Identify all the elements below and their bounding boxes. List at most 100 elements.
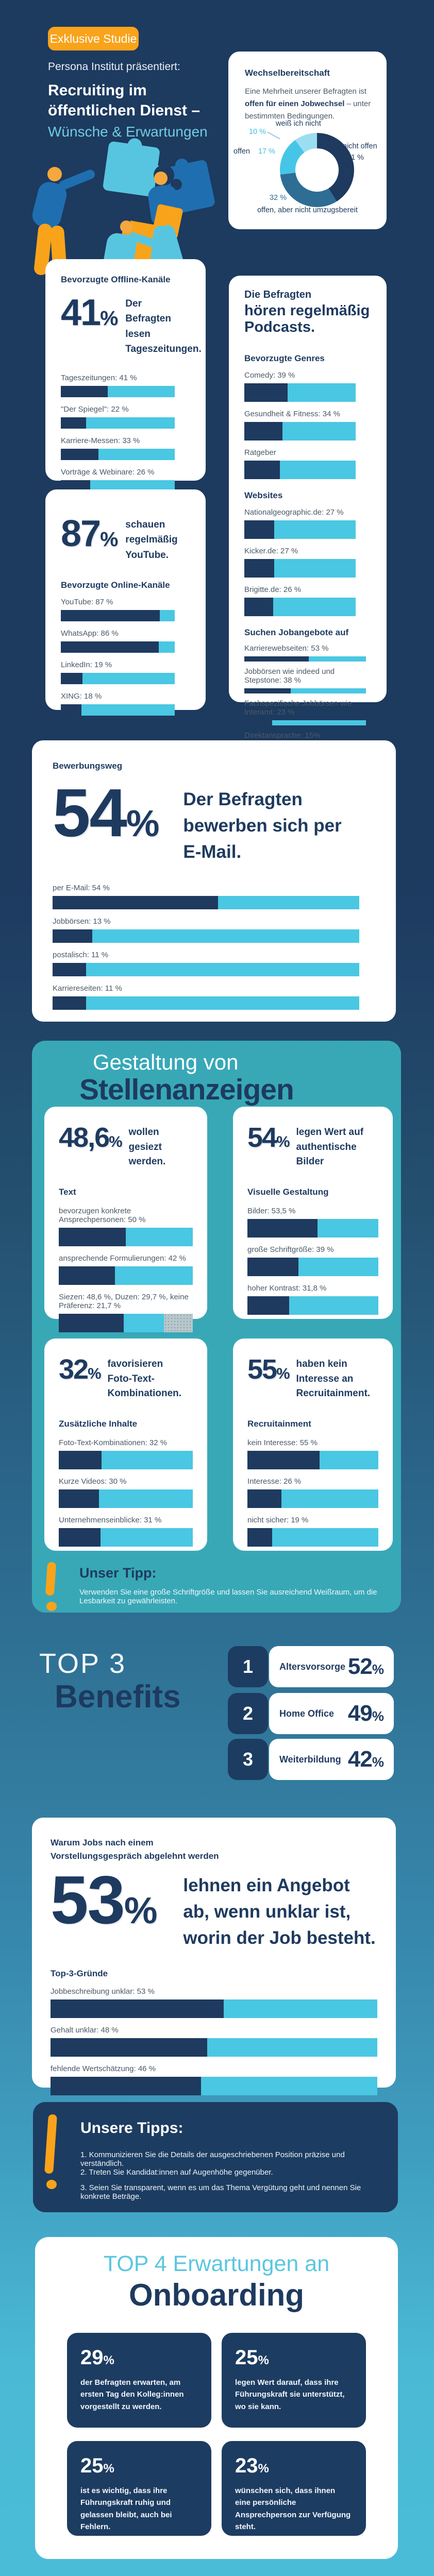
donut-value: 17 %: [258, 147, 276, 156]
bar-segment: [244, 656, 309, 662]
text-bars: bevorzugen konkrete Ansprechpersonen: 50…: [59, 1207, 193, 1332]
bar: [61, 480, 175, 492]
donut-value: 10 %: [249, 128, 266, 136]
section-title-line2: Stellenanzeigen: [79, 1073, 294, 1106]
text-card: 48,6% wollen gesiezt werden. Text bevorz…: [44, 1107, 207, 1332]
benefit-rank: 2: [228, 1693, 268, 1734]
stat-text: favorisieren Foto-Text-Kombinationen.: [107, 1359, 182, 1399]
bar-segment: [53, 896, 219, 910]
bar-row: Fachspezifische Jobbörsen wie Interamt: …: [244, 699, 366, 725]
bar-segment: [273, 597, 356, 616]
bar-row: Karrierewebseiten: 53 %: [244, 644, 366, 662]
tile-text: wünschen sich, dass ihnen eine persönlic…: [235, 2486, 351, 2531]
bar: [53, 963, 359, 977]
section-heading: Visuelle Gestaltung: [247, 1187, 329, 1197]
benefit-value: 49%: [347, 1701, 384, 1726]
bar-segment: [51, 1999, 224, 2019]
stat-value: 55%: [247, 1354, 290, 1385]
bar-segment: [61, 448, 98, 460]
website-bars: Nationalgeographic.de: 27 % Kicker.de: 27…: [244, 508, 356, 616]
bar-row: nicht sicher: 19 %: [247, 1516, 378, 1547]
bar-segment: [290, 688, 366, 693]
bar: [244, 421, 356, 440]
exclamation-icon: [44, 2114, 60, 2197]
bar: [59, 1528, 193, 1547]
bar-segment: [100, 1528, 193, 1547]
bar-segment: [61, 641, 159, 653]
bar-label: Gehalt unklar: 48 %: [51, 2026, 119, 2035]
bar-segment: [86, 417, 175, 429]
bar: [244, 720, 366, 725]
bar-row: "Der Spiegel": 22 %: [61, 405, 175, 429]
bar: [51, 1999, 377, 2019]
bar-row: YouTube: 87 %: [61, 598, 175, 622]
bar-label: bevorzugen konkrete Ansprechpersonen: 50…: [59, 1206, 146, 1224]
bar-segment: [61, 480, 91, 492]
bar-segment: [274, 558, 356, 578]
bar-segment: [288, 383, 356, 402]
bar: [53, 929, 359, 943]
benefits-title-line1: TOP 3: [39, 1648, 127, 1679]
body-text: Eine Mehrheit unserer Befragten ist: [245, 87, 366, 96]
bar-segment: [81, 704, 175, 716]
bar-segment: [244, 720, 273, 725]
bar-segment: [86, 963, 359, 977]
bar-segment: [107, 385, 175, 397]
bar-segment: [274, 520, 356, 539]
donut-label: weiß ich nicht: [276, 120, 321, 128]
bar-label: Karriereseiten: 11 %: [53, 984, 122, 993]
bar-segment: [59, 1313, 124, 1332]
bar-segment: [61, 673, 82, 685]
tip-item: 1. Kommunizieren Sie die Details der aus…: [80, 2150, 345, 2168]
bar-segment: [82, 673, 175, 685]
bar-segment: [280, 460, 356, 479]
bar-segment: [247, 1450, 320, 1469]
bar-row: Gesundheit & Fitness: 34 %: [244, 410, 356, 440]
benefit-card: Weiterbildung 42%: [269, 1739, 394, 1780]
card-title-line: Podcasts.: [244, 318, 315, 335]
bar-label: Kicker.de: 27 %: [244, 546, 298, 555]
bar-segment: [124, 1313, 164, 1332]
card-body: Eine Mehrheit unserer Befragten ist offe…: [245, 86, 374, 123]
bar-label: Bilder: 53,5 %: [247, 1206, 296, 1215]
bar: [61, 448, 175, 460]
tip-item: 2. Treten Sie Kandidat:innen auf Augenhö…: [80, 2168, 273, 2177]
donut-connector-line: [267, 131, 280, 140]
bar-segment: [115, 1266, 193, 1285]
bar-row: postalisch: 11 %: [53, 951, 359, 977]
bar: [61, 673, 175, 685]
tile-value: 25%: [80, 2454, 114, 2477]
bar-segment: [59, 1450, 102, 1469]
bar-segment: [247, 1218, 318, 1238]
bar-label: Nationalgeographic.de: 27 %: [244, 507, 344, 517]
body-text: – unter bestimmten Bedingungen.: [245, 99, 371, 121]
bar: [61, 704, 175, 716]
bar: [61, 417, 175, 429]
bar-label: Kurze Videos: 30 %: [59, 1477, 127, 1486]
bar-label: Vorträge & Webinare: 26 %: [61, 467, 155, 477]
benefit-label: Weiterbildung: [279, 1754, 341, 1765]
content-card: 32% favorisieren Foto-Text-Kombinationen…: [44, 1338, 207, 1551]
bar-row: Jobbeschreibung unklar: 53 %: [51, 1987, 377, 2019]
body-text-bold: offen für einen Jobwechsel: [245, 99, 345, 108]
bar-segment: [317, 1218, 378, 1238]
bar-segment: [247, 1296, 289, 1315]
bar-row: fehlende Wertschätzung: 46 %: [51, 2064, 377, 2096]
stat-text: schauen regelmäßig YouTube.: [125, 519, 178, 561]
bar-segment: [61, 417, 86, 429]
bar: [51, 2038, 377, 2057]
tile-text: legen Wert darauf, dass ihre Führungskra…: [235, 2378, 345, 2411]
bar-label: per E-Mail: 54 %: [53, 884, 110, 893]
bar-segment: [319, 1450, 378, 1469]
bar: [247, 1296, 378, 1315]
visual-card: 54% legen Wert auf authentische Bilder V…: [233, 1107, 393, 1319]
bar-row: Karriere-Messen: 33 %: [61, 436, 175, 460]
onboarding-title-line2: Onboarding: [129, 2278, 304, 2312]
donut-hole: [295, 148, 339, 192]
tips-title: Unsere Tipps:: [80, 2120, 183, 2137]
card-title-line: Die Befragten: [244, 289, 312, 300]
bar-row: ansprechende Formulierungen: 42 %: [59, 1254, 193, 1285]
stellenanzeigen-section: Gestaltung von Stellenanzeigen 48,6% wol…: [32, 1041, 401, 1613]
bar-row: Comedy: 39 %: [244, 371, 356, 402]
bar-label: Gesundheit & Fitness: 34 %: [244, 409, 340, 418]
